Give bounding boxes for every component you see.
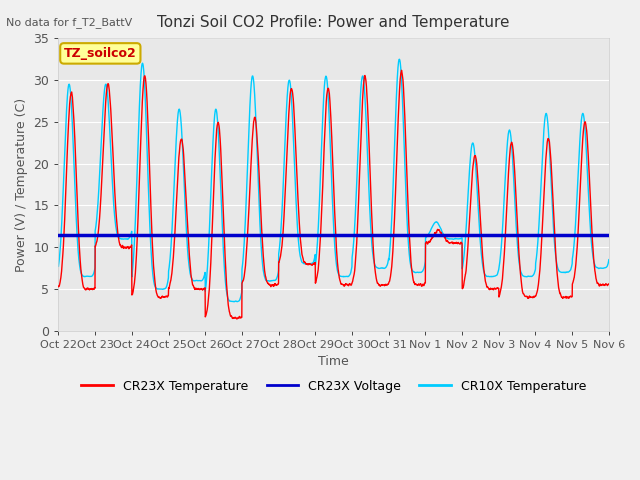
Text: No data for f_T2_BattV: No data for f_T2_BattV [6,17,132,28]
Y-axis label: Power (V) / Temperature (C): Power (V) / Temperature (C) [15,97,28,272]
Legend: CR23X Temperature, CR23X Voltage, CR10X Temperature: CR23X Temperature, CR23X Voltage, CR10X … [76,375,591,398]
Title: Tonzi Soil CO2 Profile: Power and Temperature: Tonzi Soil CO2 Profile: Power and Temper… [157,15,510,30]
Text: TZ_soilco2: TZ_soilco2 [64,47,137,60]
X-axis label: Time: Time [318,355,349,369]
